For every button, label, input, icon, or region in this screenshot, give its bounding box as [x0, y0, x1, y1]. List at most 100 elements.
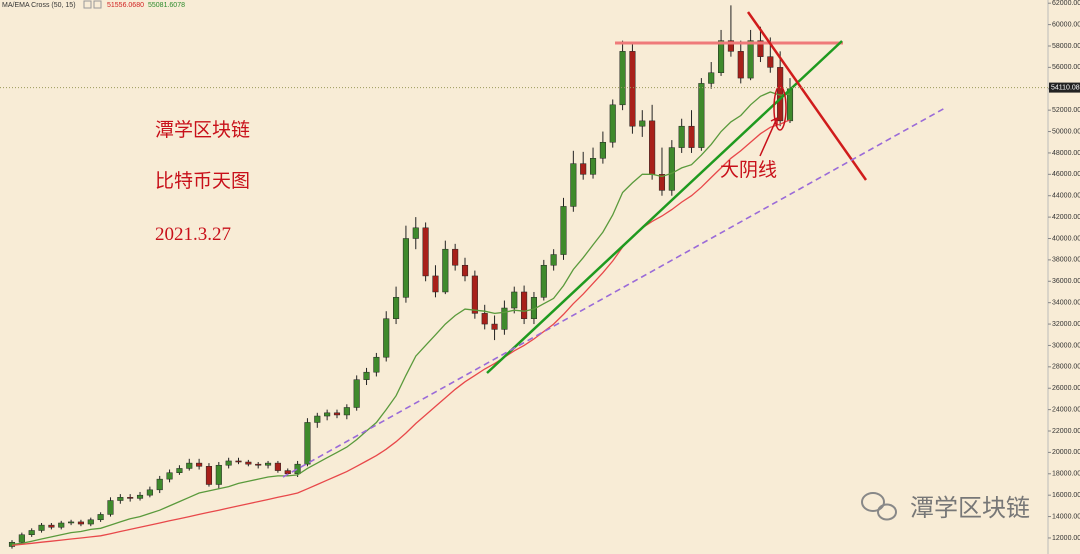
icon — [83, 0, 92, 9]
indicator-line — [11, 91, 791, 546]
candle-body — [393, 297, 400, 319]
candle-body — [580, 163, 587, 175]
candle-body — [127, 497, 134, 499]
candle-body — [87, 519, 94, 525]
candle-body — [117, 497, 124, 501]
candle-body — [373, 356, 380, 373]
watermark: 潭学区块链 — [910, 494, 1030, 522]
y-tick-label: 56000.00 — [1052, 64, 1080, 71]
annotation: 2021.3.27 — [155, 224, 231, 245]
indicator-value: 51556.0680 — [107, 2, 144, 9]
candle-body — [255, 463, 262, 466]
candle-body — [422, 227, 429, 277]
y-tick-label: 60000.00 — [1052, 21, 1080, 28]
y-tick-label: 18000.00 — [1052, 471, 1080, 478]
candle-body — [294, 463, 301, 475]
candle-body — [688, 125, 695, 148]
candle-body — [235, 460, 242, 463]
candle-body — [599, 141, 606, 159]
candle-body — [432, 275, 439, 293]
y-tick-label: 44000.00 — [1052, 193, 1080, 200]
indicator-name: MA/EMA Cross (50, 15) — [2, 2, 76, 9]
y-tick-label: 40000.00 — [1052, 235, 1080, 242]
y-tick-label: 20000.00 — [1052, 449, 1080, 456]
candle-body — [767, 56, 774, 68]
candle-body — [343, 407, 350, 416]
candle-body — [727, 40, 734, 52]
candle-body — [649, 120, 656, 175]
candle-body — [589, 158, 597, 175]
candle-body — [97, 514, 104, 521]
candle-body — [265, 462, 272, 466]
candle-body — [402, 238, 409, 298]
y-tick-label: 24000.00 — [1052, 406, 1080, 413]
candle-body — [412, 227, 419, 239]
candle-body — [215, 464, 222, 485]
last-price-label: 54110.08 — [1051, 84, 1080, 91]
candle-body — [284, 470, 291, 475]
candle-body — [501, 307, 508, 330]
y-tick-label: 12000.00 — [1052, 535, 1080, 542]
y-tick-label: 16000.00 — [1052, 492, 1080, 499]
candle-body — [757, 40, 764, 57]
candle-body — [609, 104, 616, 143]
candle-body — [18, 534, 25, 543]
candle-body — [107, 500, 114, 515]
y-tick-label: 62000.00 — [1052, 0, 1080, 7]
candle-body — [737, 51, 744, 79]
last-price-box — [1049, 82, 1080, 93]
y-tick-label: 52000.00 — [1052, 107, 1080, 114]
y-tick-label: 32000.00 — [1052, 321, 1080, 328]
candle-body — [38, 524, 45, 531]
trend-line — [486, 40, 843, 374]
candle-body — [363, 371, 370, 380]
candle-body — [176, 468, 183, 473]
y-tick-label: 58000.00 — [1052, 43, 1080, 50]
y-tick-label: 34000.00 — [1052, 300, 1080, 307]
support-line — [282, 107, 946, 478]
candle-body — [560, 206, 567, 255]
watermark-icon — [861, 492, 897, 521]
highlight-ellipse — [773, 85, 787, 131]
candle-body — [668, 147, 675, 191]
plot-area — [8, 5, 794, 549]
candle-body — [58, 522, 65, 528]
candle-body — [205, 466, 213, 485]
candle-body — [550, 254, 557, 266]
candle-body — [481, 313, 488, 325]
candle-body — [196, 462, 203, 467]
candle-body — [698, 83, 705, 148]
y-tick-label: 46000.00 — [1052, 171, 1080, 178]
candle-body — [718, 40, 725, 73]
candle-body — [786, 88, 794, 122]
candle-body — [245, 461, 252, 465]
y-tick-label: 30000.00 — [1052, 342, 1080, 349]
candle-body — [333, 412, 341, 416]
candle-body — [324, 412, 331, 417]
candle-body — [68, 521, 75, 524]
candle-body — [353, 379, 360, 408]
candle-body — [471, 275, 478, 314]
candle-body — [225, 460, 232, 466]
y-tick-label: 28000.00 — [1052, 364, 1080, 371]
candle-body — [452, 248, 459, 266]
candle-body — [383, 318, 390, 358]
candle-body — [442, 248, 449, 293]
y-tick-label: 26000.00 — [1052, 385, 1080, 392]
candle-body — [48, 524, 55, 528]
y-tick-label: 42000.00 — [1052, 214, 1080, 221]
indicator-value: 55081.6078 — [148, 2, 185, 9]
y-tick-label: 22000.00 — [1052, 428, 1080, 435]
candle-body — [658, 174, 666, 191]
y-tick-label: 38000.00 — [1052, 257, 1080, 264]
candle-body — [136, 494, 144, 499]
candle-body — [629, 51, 636, 127]
candle-body — [521, 291, 528, 319]
candle-body — [146, 489, 153, 496]
y-tick-label: 50000.00 — [1052, 128, 1080, 135]
candle-body — [461, 264, 469, 277]
candle-body — [156, 478, 163, 491]
